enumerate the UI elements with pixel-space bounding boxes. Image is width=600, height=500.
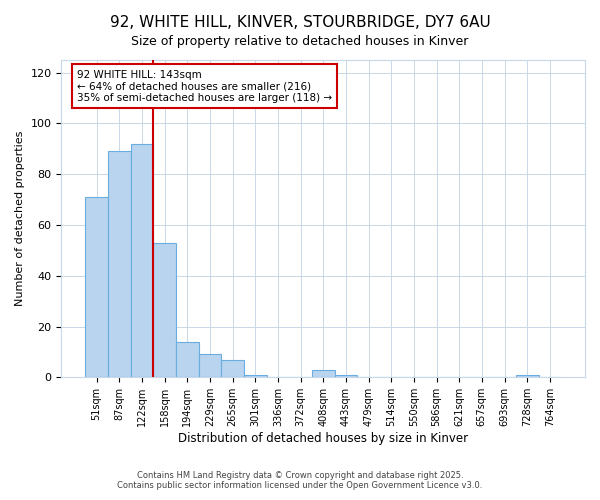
Y-axis label: Number of detached properties: Number of detached properties: [15, 131, 25, 306]
Bar: [176, 342, 199, 378]
Bar: [199, 354, 221, 378]
Text: Size of property relative to detached houses in Kinver: Size of property relative to detached ho…: [131, 35, 469, 48]
X-axis label: Distribution of detached houses by size in Kinver: Distribution of detached houses by size …: [178, 432, 468, 445]
Bar: [131, 144, 153, 378]
Text: 92, WHITE HILL, KINVER, STOURBRIDGE, DY7 6AU: 92, WHITE HILL, KINVER, STOURBRIDGE, DY7…: [110, 15, 490, 30]
Bar: [244, 375, 266, 378]
Bar: [335, 375, 357, 378]
Bar: [85, 197, 108, 378]
Bar: [312, 370, 335, 378]
Bar: [516, 375, 539, 378]
Bar: [221, 360, 244, 378]
Bar: [108, 152, 131, 378]
Text: 92 WHITE HILL: 143sqm
← 64% of detached houses are smaller (216)
35% of semi-det: 92 WHITE HILL: 143sqm ← 64% of detached …: [77, 70, 332, 102]
Bar: [153, 243, 176, 378]
Text: Contains HM Land Registry data © Crown copyright and database right 2025.
Contai: Contains HM Land Registry data © Crown c…: [118, 470, 482, 490]
